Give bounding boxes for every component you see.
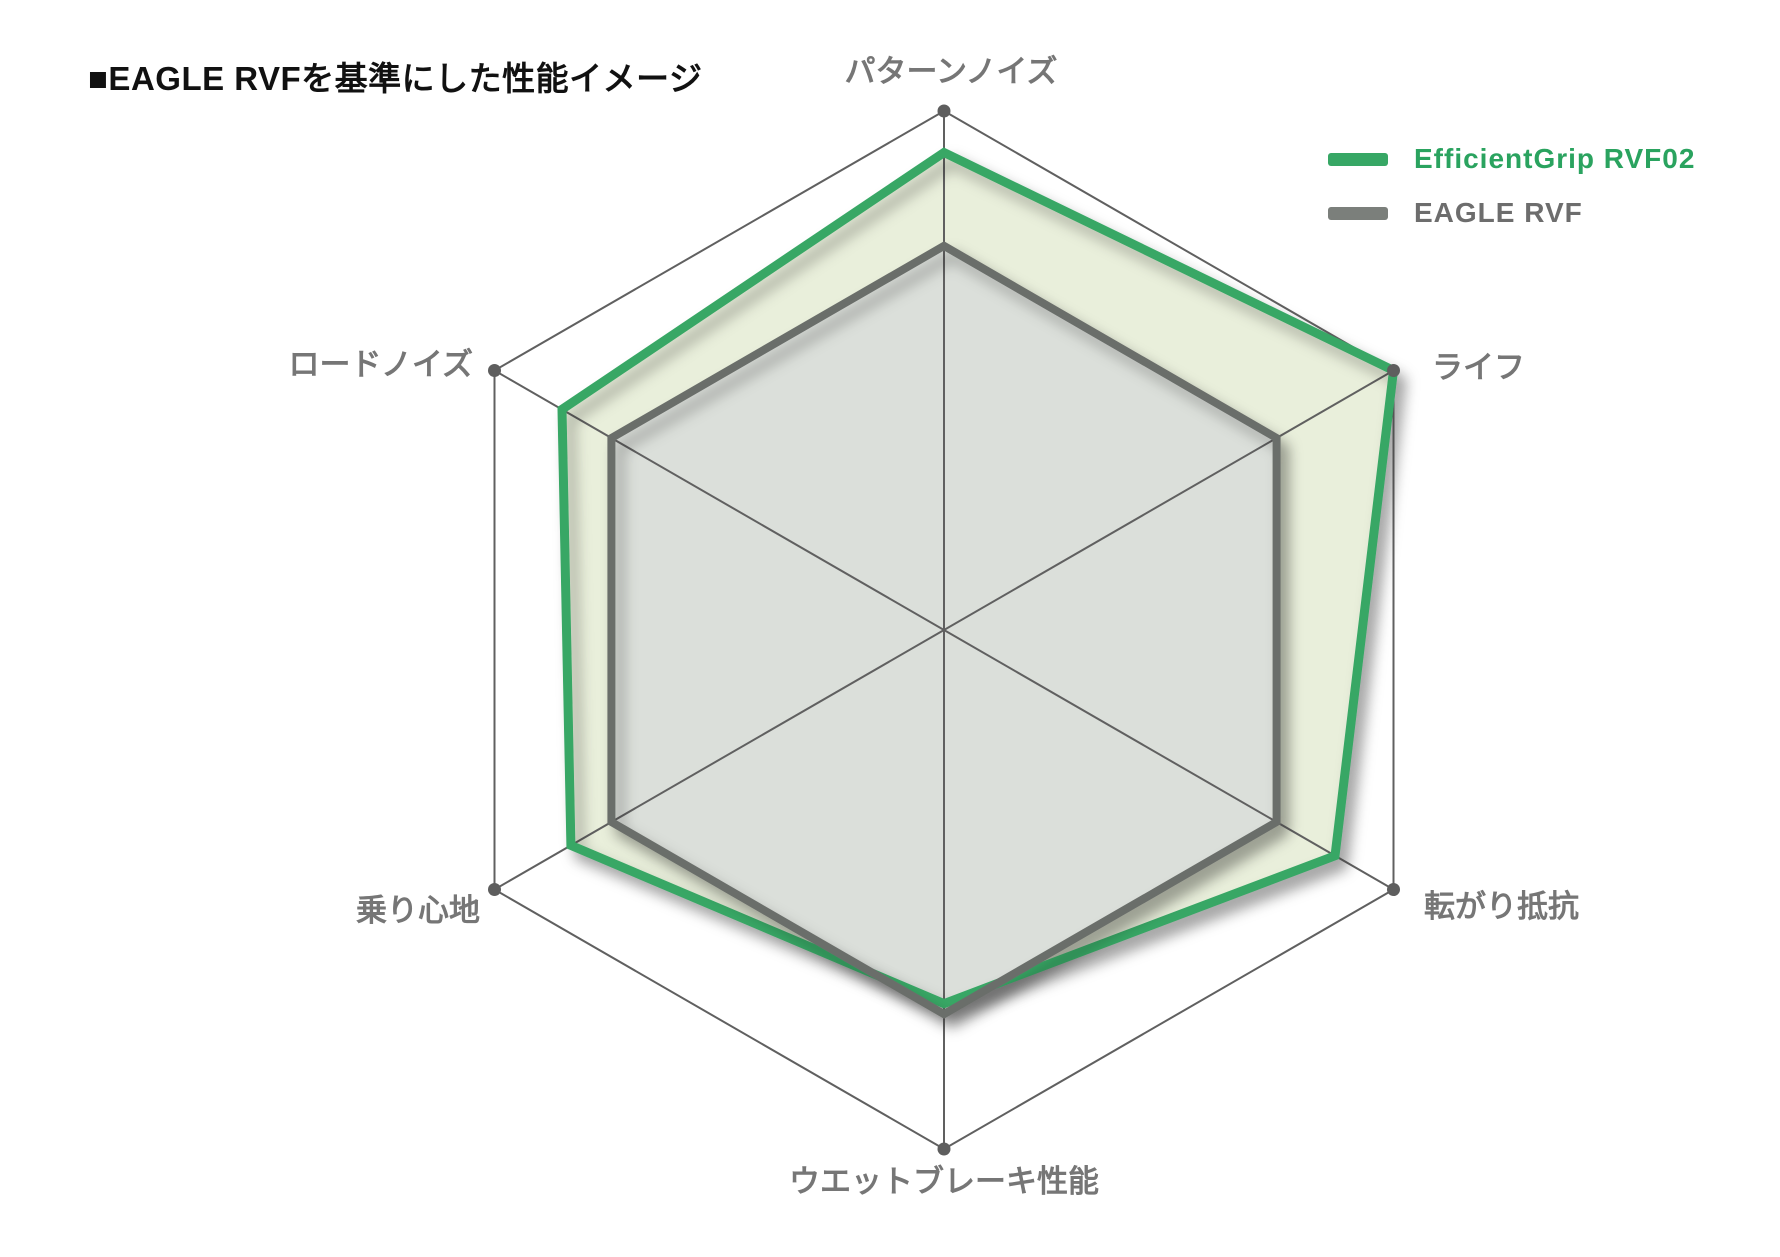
axis-label-ride-comfort: 乗り心地 bbox=[356, 893, 480, 928]
legend-swatch-efficientgrip-rvf02 bbox=[1328, 152, 1388, 166]
legend-swatch-eagle-rvf bbox=[1328, 206, 1388, 220]
axis-line bbox=[494, 369, 1394, 891]
axis-label-wet-braking: ウエットブレーキ性能 bbox=[789, 1164, 1099, 1199]
axis-vertex-dot bbox=[937, 1142, 951, 1156]
axis-vertex-dot bbox=[488, 883, 501, 896]
legend: EfficientGrip RVF02 EAGLE RVF bbox=[1328, 143, 1695, 229]
legend-row-efficientgrip: EfficientGrip RVF02 bbox=[1328, 143, 1695, 175]
legend-row-eagle-rvf: EAGLE RVF bbox=[1328, 197, 1695, 229]
legend-label-eagle-rvf: EAGLE RVF bbox=[1414, 197, 1583, 228]
figure-title: ■EAGLE RVFを基準にした性能イメージ bbox=[88, 60, 703, 97]
legend-label-efficientgrip-rvf02: EfficientGrip RVF02 bbox=[1414, 143, 1696, 174]
axis-label-pattern-noise: パターンノイズ bbox=[844, 54, 1058, 89]
axis-vertex-dot bbox=[1387, 364, 1400, 377]
series-outline-eagle-rvf bbox=[607, 241, 1281, 1019]
axis-vertex-dot bbox=[488, 364, 501, 377]
axis-label-rolling-resistance: 転がり抵抗 bbox=[1424, 889, 1579, 924]
axis-label-life: ライフ bbox=[1432, 350, 1525, 385]
axis-label-road-noise: ロードノイズ bbox=[288, 347, 473, 382]
axis-vertex-dot bbox=[937, 104, 951, 118]
axis-vertex-dot bbox=[1387, 883, 1400, 896]
